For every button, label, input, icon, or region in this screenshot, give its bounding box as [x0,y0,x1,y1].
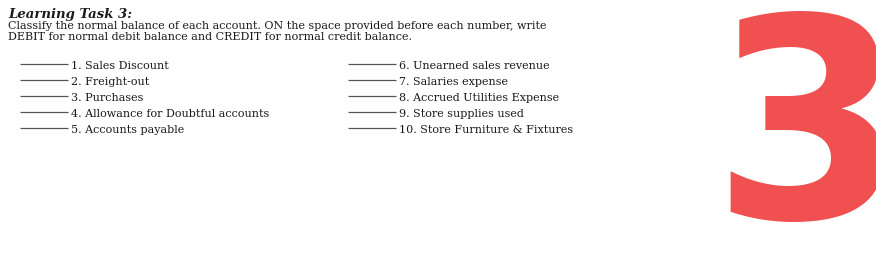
Text: DEBIT for normal debit balance and CREDIT for normal credit balance.: DEBIT for normal debit balance and CREDI… [8,32,412,42]
Text: Classify the normal balance of each account. ON the space provided before each n: Classify the normal balance of each acco… [8,21,547,31]
Text: 3: 3 [711,6,876,276]
Text: 9. Store supplies used: 9. Store supplies used [399,109,524,119]
Text: 6. Unearned sales revenue: 6. Unearned sales revenue [399,61,549,71]
Text: Learning Task 3:: Learning Task 3: [8,8,132,21]
Text: 2. Freight-out: 2. Freight-out [71,77,149,87]
Text: 3. Purchases: 3. Purchases [71,93,144,103]
Text: 1. Sales Discount: 1. Sales Discount [71,61,169,71]
Text: 8. Accrued Utilities Expense: 8. Accrued Utilities Expense [399,93,559,103]
Text: 10. Store Furniture & Fixtures: 10. Store Furniture & Fixtures [399,125,573,135]
Text: 5. Accounts payable: 5. Accounts payable [71,125,184,135]
Text: 7. Salaries expense: 7. Salaries expense [399,77,508,87]
Text: 4. Allowance for Doubtful accounts: 4. Allowance for Doubtful accounts [71,109,269,119]
